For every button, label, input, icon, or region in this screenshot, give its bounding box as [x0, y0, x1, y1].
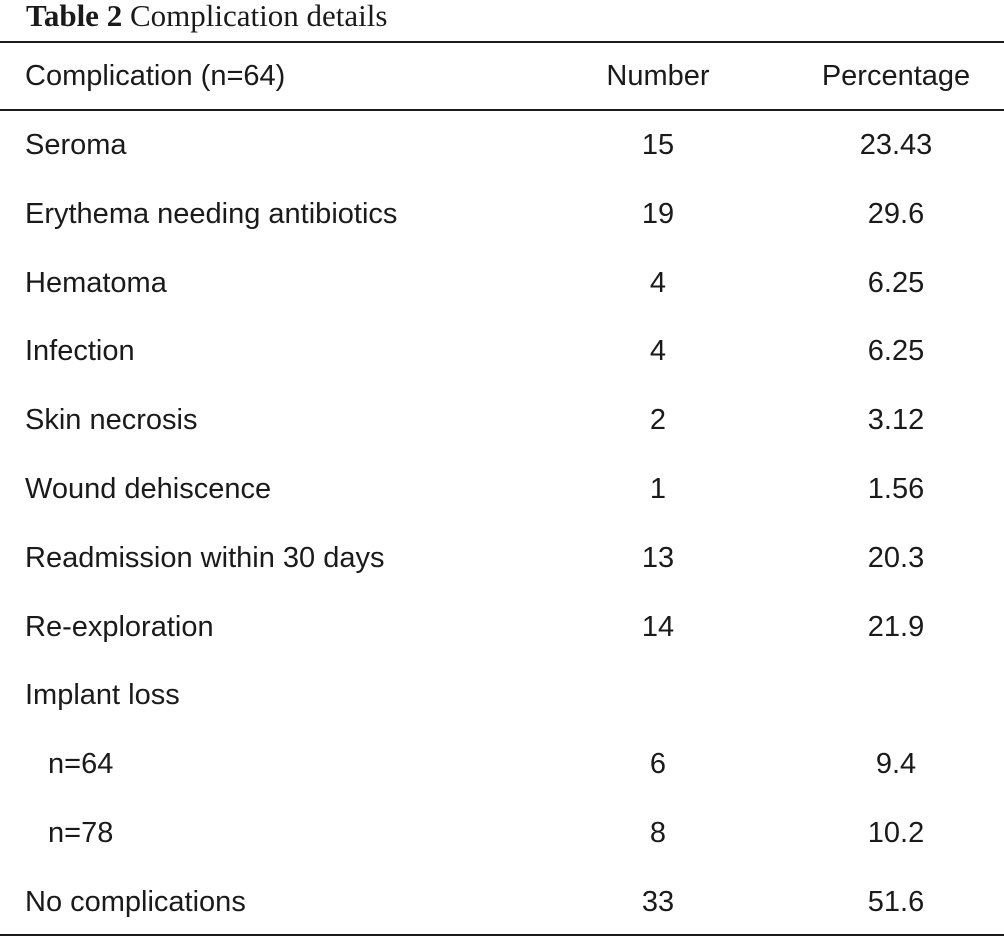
- cell-complication: Skin necrosis: [25, 404, 198, 437]
- cell-number: 1: [649, 473, 667, 506]
- cell-percentage: 29.6: [867, 197, 925, 230]
- table-row: Seroma 15 23.43: [0, 110, 1004, 180]
- cell-complication: No complications: [25, 885, 246, 918]
- cell-percentage: 23.43: [859, 128, 933, 161]
- header-complication: Complication (n=64): [25, 60, 286, 92]
- cell-complication: n=64: [48, 748, 114, 781]
- cell-number: 8: [649, 817, 667, 850]
- table-row-subitem: n=78 8 10.2: [0, 799, 1004, 868]
- cell-number: 13: [641, 541, 675, 574]
- cell-percentage: 6.25: [867, 335, 925, 368]
- cell-percentage: 9.4: [875, 748, 917, 781]
- cell-complication: n=78: [48, 817, 114, 850]
- cell-number: 4: [649, 335, 667, 368]
- cell-percentage: 6.25: [867, 266, 925, 299]
- table-bottom-rule: [0, 934, 1004, 936]
- cell-complication: Readmission within 30 days: [25, 541, 385, 574]
- cell-complication: Hematoma: [25, 266, 167, 299]
- header-percentage: Percentage: [821, 60, 971, 92]
- table-caption: Table 2 Complication details: [26, 0, 387, 36]
- cell-percentage: 20.3: [867, 541, 925, 574]
- cell-percentage: 21.9: [867, 610, 925, 643]
- table-header-rule: [0, 109, 1004, 111]
- table-header: Complication (n=64) Number Percentage: [0, 43, 1004, 110]
- cell-complication: Implant loss: [25, 679, 180, 712]
- table-caption-label: Table 2: [26, 0, 123, 33]
- cell-percentage: [788, 662, 1004, 731]
- header-number: Number: [606, 60, 710, 92]
- table-row: Infection 4 6.25: [0, 318, 1004, 387]
- header-row: Complication (n=64) Number Percentage: [0, 43, 1004, 110]
- table-caption-title: Complication details: [129, 0, 388, 33]
- cell-complication: Wound dehiscence: [25, 473, 272, 506]
- table-row-subitem: n=64 6 9.4: [0, 730, 1004, 799]
- cell-number: 4: [649, 266, 667, 299]
- cell-number: 19: [641, 197, 675, 230]
- table-row: Skin necrosis 2 3.12: [0, 386, 1004, 455]
- table-row: Hematoma 4 6.25: [0, 249, 1004, 318]
- table-row: No complications 33 51.6: [0, 868, 1004, 937]
- complication-table: Complication (n=64) Number Percentage Se…: [0, 43, 1004, 937]
- cell-number: 2: [649, 404, 667, 437]
- cell-number: [528, 662, 788, 731]
- cell-number: 6: [649, 748, 667, 781]
- cell-complication: Re-exploration: [25, 610, 214, 643]
- cell-percentage: 3.12: [867, 404, 925, 437]
- cell-percentage: 10.2: [867, 817, 925, 850]
- table-row: Re-exploration 14 21.9: [0, 593, 1004, 662]
- cell-complication: Seroma: [25, 128, 127, 161]
- table-body: Seroma 15 23.43 Erythema needing antibio…: [0, 110, 1004, 937]
- cell-complication: Erythema needing antibiotics: [25, 197, 398, 230]
- table-row-group-header: Implant loss: [0, 662, 1004, 731]
- cell-complication: Infection: [25, 335, 135, 368]
- cell-number: 14: [641, 610, 675, 643]
- table-top-rule: [0, 41, 1004, 43]
- table-row: Erythema needing antibiotics 19 29.6: [0, 180, 1004, 249]
- cell-percentage: 1.56: [867, 473, 925, 506]
- table-row: Wound dehiscence 1 1.56: [0, 455, 1004, 524]
- table-row: Readmission within 30 days 13 20.3: [0, 524, 1004, 593]
- cell-number: 15: [641, 128, 675, 161]
- cell-percentage: 51.6: [867, 885, 925, 918]
- cell-number: 33: [641, 885, 675, 918]
